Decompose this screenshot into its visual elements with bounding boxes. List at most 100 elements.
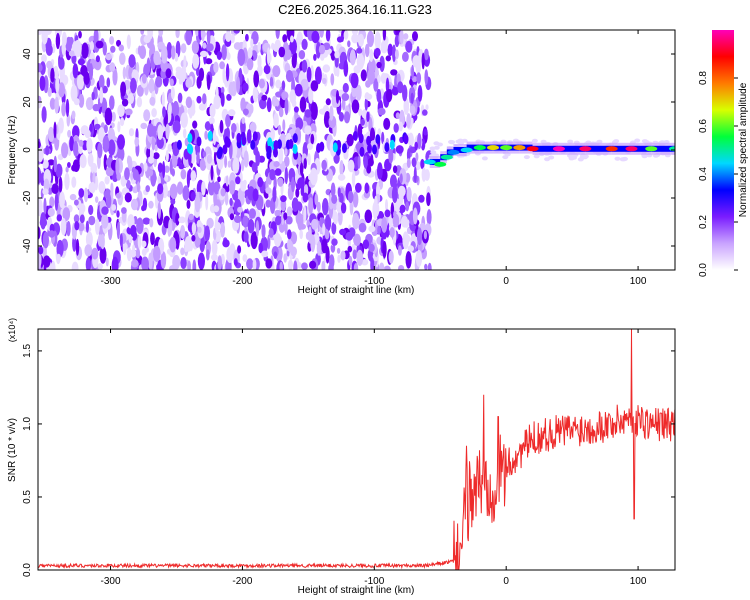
heatmap-cell — [56, 253, 61, 261]
heatmap-cell — [227, 160, 231, 168]
heatmap-cell — [204, 130, 208, 140]
heatmap-cell — [236, 76, 241, 94]
heatmap-cell — [343, 111, 351, 124]
spectrogram-x-ticks: -300 -200 -100 0 100 — [101, 30, 647, 287]
heatmap-cell — [363, 155, 368, 169]
heatmap-cell — [355, 182, 362, 193]
heatmap-cell — [166, 42, 173, 59]
heatmap-cell — [378, 262, 385, 270]
heatmap-cell — [423, 230, 427, 240]
heatmap-cell — [269, 169, 276, 181]
ridge-point — [552, 146, 565, 152]
heatmap-cell — [127, 93, 135, 105]
heatmap-cell — [65, 166, 69, 173]
heatmap-cell — [374, 47, 381, 57]
snr-y-label: SNR (10 * v/v) — [7, 418, 18, 482]
heatmap-cell — [250, 38, 254, 49]
heatmap-cell — [169, 183, 178, 199]
heatmap-cell — [384, 209, 391, 218]
heatmap-cell — [125, 179, 131, 189]
heatmap-cell — [103, 124, 108, 134]
heatmap-cell — [196, 219, 202, 229]
heatmap-cell — [73, 39, 82, 58]
heatmap-cell — [424, 169, 430, 181]
heatmap-cell — [252, 188, 259, 202]
heatmap-cell — [461, 138, 468, 143]
heatmap-cell — [415, 249, 423, 267]
heatmap-cell — [191, 235, 196, 242]
heatmap-cell — [240, 159, 245, 172]
heatmap-cell — [426, 209, 432, 226]
heatmap-cell — [83, 187, 89, 203]
heatmap-cell — [230, 33, 235, 44]
heatmap-cell — [368, 57, 376, 74]
heatmap-cell — [340, 250, 346, 261]
heatmap-cell — [356, 47, 363, 54]
heatmap-cell — [124, 192, 132, 203]
heatmap-cell — [250, 231, 258, 250]
spectrogram-y-tick-label: 20 — [22, 96, 33, 108]
heatmap-cell — [380, 72, 387, 84]
heatmap-cell — [84, 244, 93, 257]
heatmap-cell — [364, 93, 373, 100]
heatmap-cell — [190, 99, 196, 116]
snr-y-multiplier: (x10⁴) — [7, 318, 17, 342]
heatmap-cell — [289, 38, 298, 55]
heatmap-cell — [377, 107, 386, 116]
heatmap-cell — [289, 89, 297, 104]
heatmap-cell — [143, 109, 151, 122]
heatmap-cell — [195, 30, 199, 37]
heatmap-cell — [120, 81, 127, 97]
heatmap-cell — [243, 231, 249, 243]
heatmap-cell — [273, 147, 278, 158]
heatmap-cell — [298, 50, 306, 60]
heatmap-cell — [158, 30, 164, 37]
colorbar-gradient — [712, 30, 734, 270]
heatmap-cell — [71, 110, 76, 120]
heatmap-cell — [255, 220, 260, 238]
heatmap-cell — [614, 156, 621, 161]
heatmap-cell — [78, 188, 85, 198]
heatmap-cell — [347, 159, 355, 173]
colorbar-ticks: 0.0 0.2 0.4 0.6 0.8 — [698, 71, 738, 277]
heatmap-cell — [178, 216, 186, 224]
heatmap-cell — [240, 97, 246, 112]
heatmap-cell — [224, 155, 228, 168]
heatmap-cell — [87, 153, 94, 167]
heatmap-cell — [392, 213, 400, 228]
heatmap-cell — [301, 59, 308, 73]
spectrogram-y-tick-label: 40 — [22, 48, 33, 60]
heatmap-cell — [303, 205, 307, 223]
heatmap-cell — [360, 118, 366, 126]
heatmap-cell — [227, 109, 236, 117]
heatmap-cell — [50, 67, 55, 83]
heatmap-cell — [77, 58, 85, 66]
heatmap-cell — [175, 30, 180, 39]
heatmap-cell — [128, 54, 136, 68]
heatmap-cell — [206, 30, 211, 46]
heatmap-cell — [224, 191, 229, 206]
heatmap-cell — [292, 123, 297, 131]
ridge-band — [631, 145, 652, 152]
heatmap-cell — [58, 176, 63, 193]
heatmap-cell — [292, 133, 298, 144]
heatmap-cell — [180, 169, 187, 180]
heatmap-cell — [398, 121, 403, 132]
heatmap-cell — [265, 258, 273, 269]
heatmap-cell — [362, 239, 370, 250]
heatmap-cell — [67, 129, 72, 138]
heatmap-cell — [315, 41, 321, 59]
heatmap-cell — [101, 213, 109, 229]
heatmap-cell — [213, 205, 220, 213]
heatmap-cell — [342, 82, 349, 93]
heatmap-cell — [406, 158, 411, 169]
heatmap-cell — [399, 204, 406, 213]
heatmap-cell — [416, 227, 423, 246]
heatmap-cell — [62, 207, 71, 222]
heatmap-cell — [105, 257, 109, 267]
heatmap-cell — [136, 84, 144, 97]
heatmap-cell — [299, 229, 304, 240]
heatmap-cell — [398, 187, 404, 205]
heatmap-cell — [288, 259, 293, 270]
heatmap-cell — [216, 51, 223, 60]
